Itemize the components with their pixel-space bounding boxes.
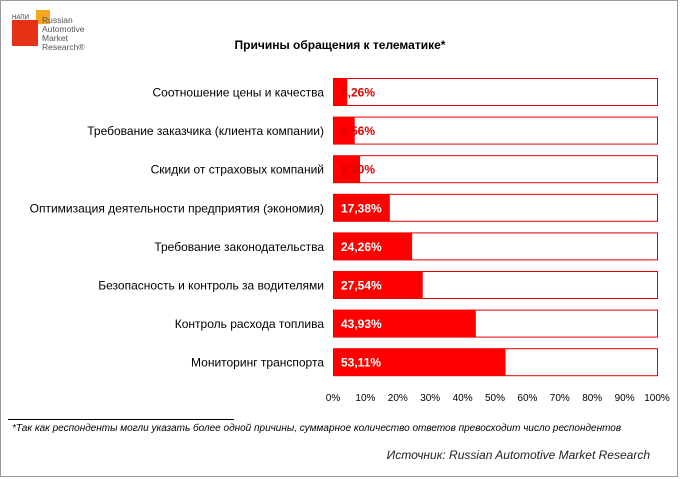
category-label: Мониторинг транспорта [191, 356, 324, 370]
value-label: 53,11% [341, 356, 381, 370]
value-label: 24,26% [341, 240, 382, 254]
value-label: 4,26% [341, 86, 375, 100]
category-label: Соотношение цены и качества [153, 86, 325, 100]
x-tick-label: 0% [326, 393, 341, 404]
bar [333, 232, 413, 260]
logo-square-orange [36, 10, 50, 24]
logo-square-red [12, 20, 38, 46]
value-label: 43,93% [341, 317, 382, 331]
footnote-divider [8, 419, 234, 420]
category-label: Скидки от страховых компаний [151, 163, 324, 177]
bar [333, 117, 355, 145]
value-label: 17,38% [341, 201, 382, 215]
x-tick-label: 50% [485, 393, 505, 404]
category-label: Требование заказчика (клиента компании) [87, 124, 324, 138]
bar [333, 194, 390, 222]
category-label: Контроль расхода топлива [175, 317, 325, 331]
logo-tag: НАПИ [12, 15, 29, 21]
logo-brand: Russian Automotive Market Research® [42, 15, 85, 52]
value-label: 27,54% [341, 279, 382, 293]
bar [333, 155, 361, 183]
category-label: Оптимизация деятельности предприятия (эк… [30, 201, 324, 215]
bar-track [333, 78, 658, 106]
x-tick-label: 20% [388, 393, 408, 404]
x-tick-label: 100% [644, 393, 670, 404]
x-tick-label: 40% [453, 393, 473, 404]
bar [333, 78, 348, 106]
x-tick-label: 10% [355, 393, 375, 404]
value-label: 8,20% [341, 163, 375, 177]
x-tick-label: 90% [615, 393, 635, 404]
category-label: Безопасность и контроль за водителями [98, 279, 324, 293]
x-tick-label: 80% [582, 393, 602, 404]
footnote: *Так как респонденты могли указать более… [12, 423, 622, 434]
source-note: Источник: Russian Automotive Market Rese… [386, 448, 650, 462]
bar [333, 348, 506, 376]
category-label: Требование законодательства [154, 240, 324, 254]
bar [333, 271, 423, 299]
value-label: 6,56% [341, 124, 375, 138]
bar-track [333, 116, 658, 145]
logo: НАПИ Russian Automotive Market Research® [8, 6, 98, 66]
bar-track [333, 155, 658, 184]
x-tick-label: 70% [550, 393, 570, 404]
x-tick-label: 60% [517, 393, 537, 404]
x-tick-label: 30% [420, 393, 440, 404]
bar [333, 310, 476, 338]
chart-title: Причины обращения к телематике* [234, 38, 446, 52]
